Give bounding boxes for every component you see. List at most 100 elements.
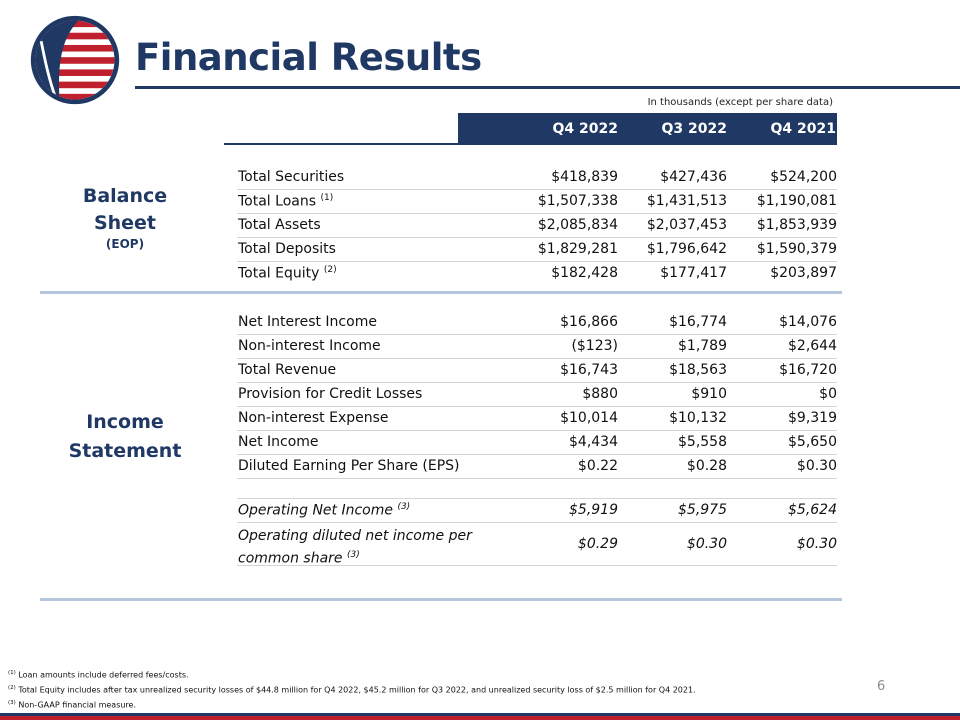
row-value-q4-2021: $0 bbox=[819, 386, 837, 402]
column-header-q3-2022: Q3 2022 bbox=[661, 121, 727, 137]
footnote-text: Loan amounts include deferred fees/costs… bbox=[18, 670, 189, 680]
footnote-ref: (1) bbox=[320, 193, 334, 203]
row-label: Total Assets bbox=[238, 217, 321, 233]
row-value-q3-2022: $2,037,453 bbox=[646, 217, 727, 233]
row-value-q4-2021: $16,720 bbox=[779, 362, 837, 378]
footnote-2: (2) Total Equity includes after tax unre… bbox=[8, 682, 696, 697]
row-value-q4-2022: $0.22 bbox=[577, 458, 618, 474]
row-value-q4-2022: $16,866 bbox=[560, 314, 618, 330]
page-title: Financial Results bbox=[135, 36, 482, 79]
row-label: Total Deposits bbox=[238, 241, 336, 257]
units-note: In thousands (except per share data) bbox=[647, 97, 833, 108]
row-label: Diluted Earning Per Share (EPS) bbox=[238, 458, 460, 474]
table-row: Net Interest Income $16,866 $16,774 $14,… bbox=[237, 311, 837, 335]
row-value-q3-2022: $5,975 bbox=[678, 502, 727, 518]
table-row: Non-interest Expense $10,014 $10,132 $9,… bbox=[237, 407, 837, 431]
page-number: 6 bbox=[877, 679, 886, 694]
row-value-q4-2021: $9,319 bbox=[788, 410, 837, 426]
row-value-q4-2021: $0.30 bbox=[796, 458, 837, 474]
row-value-q4-2021: $1,853,939 bbox=[756, 217, 837, 233]
row-value-q4-2022: $880 bbox=[582, 386, 618, 402]
row-value-q3-2022: $910 bbox=[691, 386, 727, 402]
table-row: Operating diluted net income per common … bbox=[237, 523, 837, 569]
row-label-text: Total Loans bbox=[238, 193, 317, 210]
row-label: Non-interest Income bbox=[238, 338, 381, 354]
footnote-mark: (3) bbox=[8, 700, 16, 707]
row-value-q3-2022: $18,563 bbox=[669, 362, 727, 378]
footer-bar-red bbox=[0, 716, 960, 720]
row-value-q4-2022: $418,839 bbox=[551, 169, 618, 185]
title-divider bbox=[135, 86, 960, 89]
row-label: Provision for Credit Losses bbox=[238, 386, 423, 402]
table-row: Total Loans (1) $1,507,338 $1,431,513 $1… bbox=[237, 190, 837, 214]
row-label: Net Interest Income bbox=[238, 314, 377, 330]
table-row: Total Deposits $1,829,281 $1,796,642 $1,… bbox=[237, 238, 837, 262]
row-value-q4-2022: $5,919 bbox=[569, 502, 618, 518]
row-value-q3-2022: $0.30 bbox=[686, 536, 727, 552]
row-value-q4-2022: $1,507,338 bbox=[537, 193, 618, 209]
balance-sheet-label-eop: (EOP) bbox=[105, 237, 145, 252]
row-value-q3-2022: $1,796,642 bbox=[646, 241, 727, 257]
row-label: Net Income bbox=[238, 434, 319, 450]
footnote-ref: (3) bbox=[347, 550, 360, 560]
footnote-text: Non-GAAP financial measure. bbox=[18, 700, 137, 710]
row-label-line2: common share bbox=[238, 550, 343, 567]
row-label-text: Total Equity bbox=[238, 265, 320, 282]
row-value-q4-2021: $1,590,379 bbox=[756, 241, 837, 257]
row-label: Operating diluted net income per common … bbox=[238, 527, 472, 569]
income-statement-label: Income Statement bbox=[40, 408, 210, 466]
row-value-q3-2022: $16,774 bbox=[669, 314, 727, 330]
balance-sheet-label: Balance Sheet (EOP) bbox=[40, 183, 210, 253]
row-value-q4-2022: $182,428 bbox=[551, 265, 618, 281]
table-row: Diluted Earning Per Share (EPS) $0.22 $0… bbox=[237, 455, 837, 479]
table-row: Operating Net Income (3) $5,919 $5,975 $… bbox=[237, 499, 837, 523]
footnote-3: (3) Non-GAAP financial measure. bbox=[8, 697, 696, 712]
row-value-q4-2022: $2,085,834 bbox=[537, 217, 618, 233]
row-value-q4-2022: ($123) bbox=[571, 338, 618, 354]
table-row: Provision for Credit Losses $880 $910 $0 bbox=[237, 383, 837, 407]
section-divider bbox=[40, 291, 842, 294]
table-row: Total Equity (2) $182,428 $177,417 $203,… bbox=[237, 262, 837, 286]
column-header-q4-2022: Q4 2022 bbox=[552, 121, 618, 137]
footnote-1: (1) Loan amounts include deferred fees/c… bbox=[8, 667, 696, 682]
balance-sheet-label-line1: Balance bbox=[82, 185, 168, 207]
row-value-q3-2022: $177,417 bbox=[660, 265, 727, 281]
footer-bar-navy bbox=[0, 713, 960, 716]
row-value-q3-2022: $10,132 bbox=[669, 410, 727, 426]
table-row: Total Assets $2,085,834 $2,037,453 $1,85… bbox=[237, 214, 837, 238]
row-label: Total Loans (1) bbox=[238, 193, 333, 210]
row-value-q3-2022: $5,558 bbox=[678, 434, 727, 450]
footnote-ref: (3) bbox=[397, 502, 411, 512]
income-statement-label-line2: Statement bbox=[68, 440, 182, 462]
footnotes: (1) Loan amounts include deferred fees/c… bbox=[8, 667, 696, 712]
row-value-q4-2021: $5,624 bbox=[788, 502, 837, 518]
table-row: Total Revenue $16,743 $18,563 $16,720 bbox=[237, 359, 837, 383]
table-row: Net Income $4,434 $5,558 $5,650 bbox=[237, 431, 837, 455]
footnote-mark: (1) bbox=[8, 670, 16, 676]
row-value-q3-2022: $0.28 bbox=[686, 458, 727, 474]
row-value-q3-2022: $1,431,513 bbox=[646, 193, 727, 209]
section-divider bbox=[40, 598, 842, 601]
table-row: Total Securities $418,839 $427,436 $524,… bbox=[237, 165, 837, 190]
income-statement-label-line1: Income bbox=[86, 411, 164, 433]
row-value-q3-2022: $1,789 bbox=[678, 338, 727, 354]
row-value-q4-2022: $1,829,281 bbox=[537, 241, 618, 257]
balance-sheet-label-line2: Sheet bbox=[93, 211, 157, 234]
footnote-text: Total Equity includes after tax unrealiz… bbox=[18, 685, 696, 695]
footnote-mark: (2) bbox=[8, 685, 16, 692]
row-label-text: Operating Net Income bbox=[238, 502, 393, 519]
row-value-q4-2021: $203,897 bbox=[770, 265, 837, 281]
row-value-q4-2022: $4,434 bbox=[569, 434, 618, 450]
spacer-row bbox=[237, 479, 837, 499]
header-divider bbox=[224, 143, 837, 145]
row-label: Total Equity (2) bbox=[238, 265, 337, 282]
row-value-q4-2021: $14,076 bbox=[779, 314, 837, 330]
row-value-q4-2022: $0.29 bbox=[577, 536, 618, 552]
row-value-q4-2021: $1,190,081 bbox=[756, 193, 837, 209]
row-value-q3-2022: $427,436 bbox=[660, 169, 727, 185]
row-value-q4-2021: $0.30 bbox=[796, 536, 837, 552]
row-label: Non-interest Expense bbox=[238, 410, 389, 426]
row-value-q4-2021: $2,644 bbox=[788, 338, 837, 354]
row-label: Total Securities bbox=[238, 169, 345, 185]
row-value-q4-2022: $10,014 bbox=[560, 410, 618, 426]
